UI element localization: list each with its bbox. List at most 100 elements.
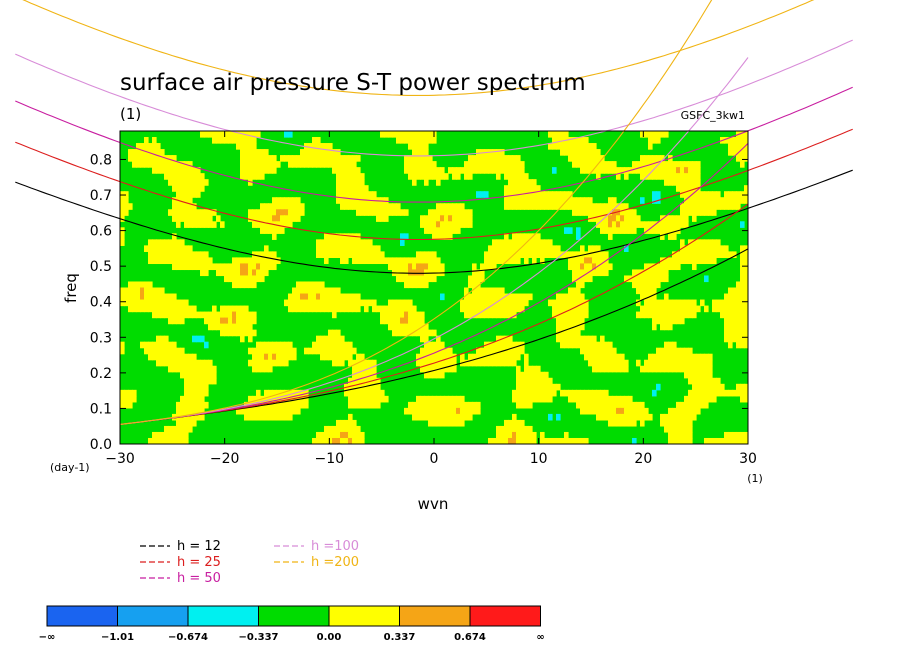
- field-cell: [180, 401, 185, 409]
- field-cell: [628, 413, 633, 421]
- field-cell: [588, 155, 593, 162]
- field-cell: [460, 413, 465, 421]
- field-cell: [348, 299, 353, 307]
- field-cell: [368, 401, 373, 409]
- field-cell: [708, 203, 713, 210]
- field-cell: [660, 167, 665, 174]
- field-cell: [396, 275, 401, 283]
- legend-label: h = 12: [177, 539, 221, 554]
- axis-ticks: −30 −20 −10 0 10 20 300.00.10.20.30.40.50.60.7…: [90, 131, 757, 467]
- field-cell: [600, 413, 605, 421]
- field-cell: [596, 365, 601, 373]
- field-cell: [584, 137, 589, 144]
- field-cell: [340, 425, 345, 433]
- field-cell: [408, 167, 413, 174]
- field-cell: [304, 281, 309, 289]
- field-cell: [436, 401, 441, 409]
- field-cell: [600, 365, 605, 373]
- field-cell: [400, 299, 405, 307]
- field-cell: [164, 161, 169, 168]
- field-cell: [536, 233, 541, 240]
- field-cell: [440, 233, 445, 240]
- field-cell: [688, 431, 693, 439]
- field-cell: [232, 305, 237, 313]
- field-cell: [508, 431, 513, 439]
- field-cell: [632, 221, 637, 228]
- field-cell: [552, 245, 557, 252]
- field-cell: [496, 437, 501, 444]
- field-cell: [704, 371, 709, 379]
- field-cell: [348, 191, 353, 198]
- field-cell: [452, 407, 457, 415]
- field-cell: [172, 365, 177, 373]
- field-cell: [192, 185, 197, 192]
- field-cell: [708, 359, 713, 367]
- field-cell: [352, 437, 357, 444]
- field-cell: [332, 437, 337, 444]
- field-cell: [184, 407, 189, 415]
- field-cell: [272, 227, 277, 234]
- field-cell: [176, 407, 181, 415]
- field-cell: [168, 425, 173, 433]
- field-cell: [584, 395, 589, 403]
- field-cell: [720, 299, 725, 307]
- field-cell: [172, 425, 177, 433]
- field-cell: [644, 305, 649, 313]
- field-cell: [736, 299, 741, 307]
- field-cell: [144, 341, 149, 349]
- field-cell: [420, 407, 425, 415]
- field-cell: [176, 347, 181, 355]
- field-cell: [400, 263, 405, 271]
- field-cell: [380, 395, 385, 403]
- field-cell: [676, 431, 681, 439]
- field-cell: [340, 173, 345, 180]
- field-cell: [524, 401, 529, 409]
- field-cell: [632, 413, 637, 421]
- field-cell: [184, 167, 189, 174]
- field-cell: [280, 347, 285, 355]
- field-cell: [724, 137, 729, 144]
- field-cell: [184, 377, 189, 385]
- field-cell: [580, 401, 585, 409]
- field-cell: [492, 155, 497, 162]
- field-cell: [240, 149, 245, 156]
- field-cell: [528, 185, 533, 192]
- field-cell: [280, 413, 285, 421]
- chart-title: surface air pressure S-T power spectrum: [120, 70, 586, 96]
- field-cell: [636, 215, 641, 222]
- field-cell: [388, 317, 393, 325]
- field-cell: [188, 365, 193, 373]
- field-cell: [408, 257, 413, 265]
- colorbar-label: −1.01: [101, 632, 134, 643]
- field-cell: [396, 317, 401, 325]
- field-cell: [120, 389, 125, 397]
- field-cell: [288, 407, 293, 415]
- field-cell: [508, 245, 513, 252]
- field-cell: [676, 311, 681, 319]
- field-cell: [656, 155, 661, 162]
- field-cell: [580, 269, 585, 277]
- field-cell: [504, 155, 509, 162]
- field-cell: [704, 257, 709, 265]
- field-cell: [160, 341, 165, 349]
- field-cell: [644, 299, 649, 307]
- field-cell: [696, 389, 701, 397]
- field-cell: [132, 287, 137, 295]
- field-cell: [396, 329, 401, 337]
- field-cell: [696, 203, 701, 210]
- field-cell: [708, 377, 713, 385]
- field-cell: [240, 167, 245, 174]
- field-cell: [276, 407, 281, 415]
- field-cell: [668, 359, 673, 367]
- field-cell: [204, 365, 209, 373]
- field-cell: [604, 341, 609, 349]
- field-cell: [240, 173, 245, 180]
- field-cell: [172, 245, 177, 252]
- field-cell: [304, 155, 309, 162]
- field-cell: [512, 413, 517, 421]
- field-cell: [172, 173, 177, 180]
- field-cell: [200, 359, 205, 367]
- field-cell: [424, 251, 429, 258]
- field-cell: [448, 413, 453, 421]
- field-cell: [156, 335, 161, 343]
